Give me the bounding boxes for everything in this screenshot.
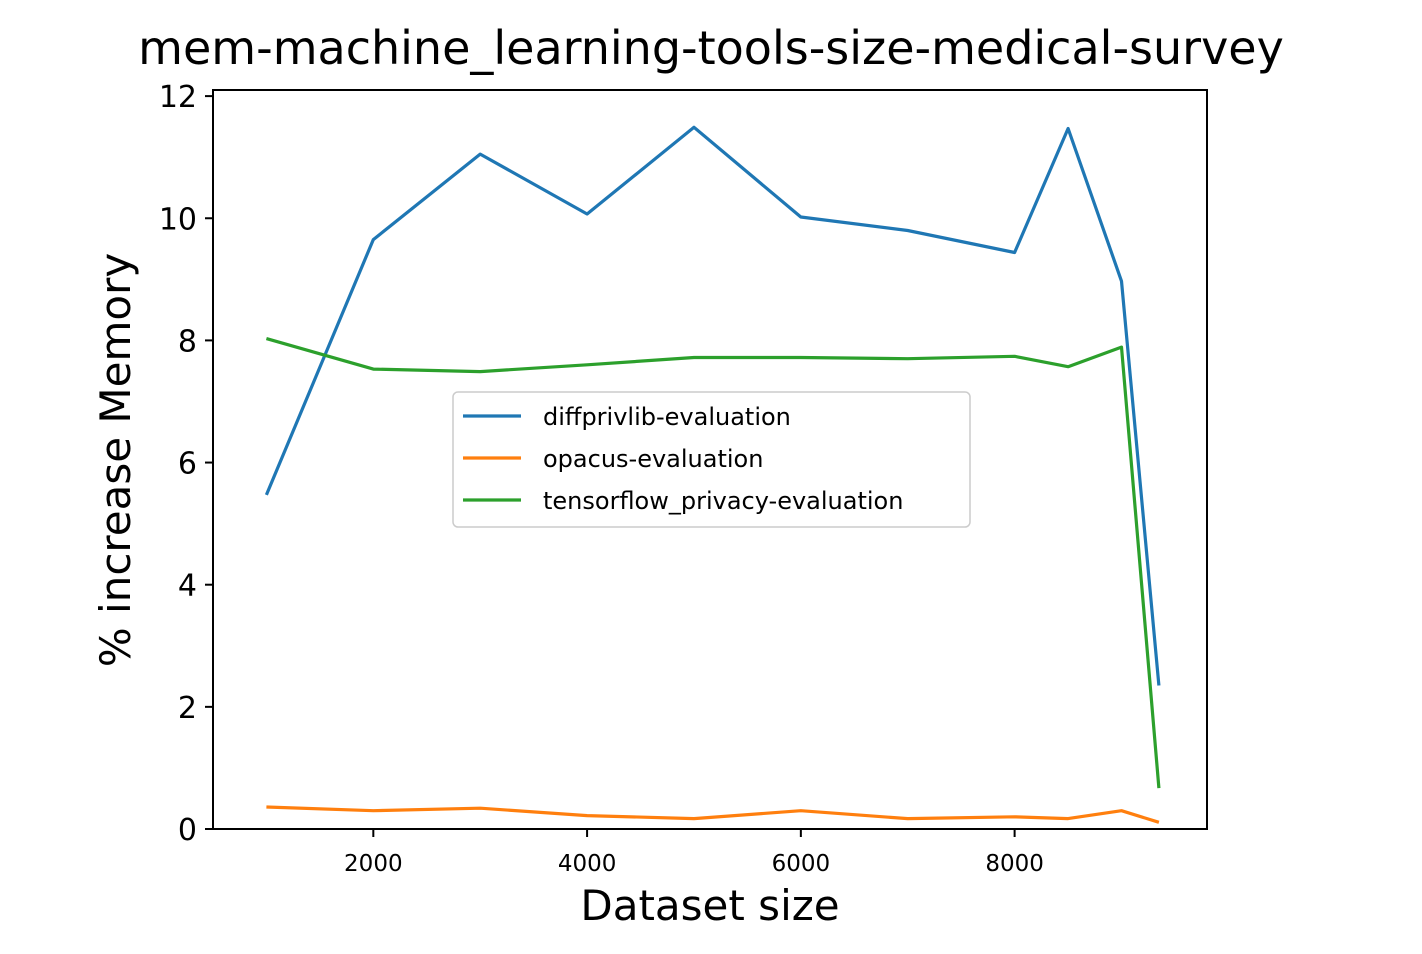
series-line-diffprivlib-evaluation (264, 125, 1161, 686)
x-tick-label: 4000 (558, 851, 617, 877)
y-tick-label: 10 (159, 202, 197, 237)
y-tick-label: 4 (178, 569, 197, 604)
y-tick-label: 6 (178, 447, 197, 482)
y-tick-label: 12 (159, 80, 197, 115)
y-axis: 0 2 4 6 8 10 12 (159, 80, 213, 848)
series-line-opacus-evaluation (266, 805, 1160, 824)
series-line-tensorflow_privacy-evaluation (265, 337, 1161, 789)
legend-label-tensorflow_privacy-evaluation: tensorflow_privacy-evaluation (543, 487, 903, 515)
chart-title: mem-machine_learning-tools-size-medical-… (138, 21, 1284, 75)
plot-frame (212, 89, 1208, 830)
legend-label-diffprivlib-evaluation: diffprivlib-evaluation (543, 403, 791, 431)
x-tick-label: 2000 (344, 851, 403, 877)
y-tick-label: 0 (178, 813, 197, 848)
y-tick-label: 2 (178, 691, 197, 726)
series-group (264, 125, 1161, 824)
legend-box (452, 391, 971, 528)
legend-label-opacus-evaluation: opacus-evaluation (543, 445, 763, 473)
y-axis-label: % increase Memory (91, 253, 140, 667)
x-axis-label: Dataset size (580, 881, 839, 930)
x-tick-label: 8000 (985, 851, 1044, 877)
y-tick-label: 8 (178, 324, 197, 359)
legend: diffprivlib-evaluation opacus-evaluation t… (452, 391, 971, 528)
x-tick-label: 6000 (772, 851, 831, 877)
x-axis: 2000 4000 6000 8000 (344, 829, 1044, 877)
